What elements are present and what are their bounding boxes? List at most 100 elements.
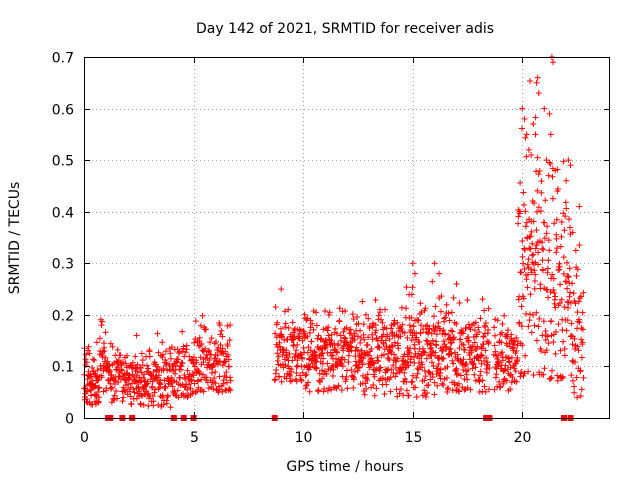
data-point [481, 383, 488, 390]
data-point [447, 340, 454, 347]
data-point [477, 372, 484, 379]
data-point [482, 388, 489, 395]
data-point [108, 371, 115, 378]
data-point [320, 326, 327, 333]
data-point [361, 391, 368, 398]
data-point [181, 371, 188, 378]
data-point [527, 245, 534, 252]
data-point [342, 335, 349, 342]
data-point [379, 319, 386, 326]
data-point [189, 390, 196, 397]
data-point [440, 327, 447, 334]
data-point [525, 256, 532, 263]
data-point [566, 280, 573, 287]
data-point [96, 384, 103, 391]
data-point [102, 329, 109, 336]
data-point [278, 286, 285, 293]
data-point [540, 371, 547, 378]
data-point [420, 349, 427, 356]
data-point [449, 357, 456, 364]
data-point [296, 326, 303, 333]
data-point [364, 377, 371, 384]
data-point [433, 331, 440, 338]
data-point [113, 366, 120, 373]
data-point [571, 389, 578, 396]
data-point [520, 372, 527, 379]
data-point [531, 277, 538, 284]
data-point [361, 336, 368, 343]
data-point [227, 374, 234, 381]
data-point [464, 376, 471, 383]
data-point [560, 254, 567, 261]
data-point [567, 289, 574, 296]
data-point [198, 340, 205, 347]
data-point [273, 366, 280, 373]
data-point [513, 378, 520, 385]
data-point [508, 337, 515, 344]
data-point [118, 367, 125, 374]
data-point [137, 379, 144, 386]
data-point [474, 343, 481, 350]
data-point [137, 400, 144, 407]
data-point [138, 350, 145, 357]
data-point [504, 333, 511, 340]
data-point [568, 372, 575, 379]
data-point [499, 349, 506, 356]
data-point [306, 388, 313, 395]
data-point [359, 298, 366, 305]
data-point [222, 358, 229, 365]
data-point [279, 351, 286, 358]
data-point [406, 322, 413, 329]
data-point [465, 337, 472, 344]
data-point [519, 238, 526, 245]
data-point [461, 386, 468, 393]
data-point [457, 372, 464, 379]
data-point [193, 359, 200, 366]
data-point [177, 363, 184, 370]
data-point [480, 333, 487, 340]
data-point [529, 240, 536, 247]
data-point [389, 343, 396, 350]
data-point [316, 370, 323, 377]
data-point [210, 360, 217, 367]
data-point [112, 388, 119, 395]
data-point [553, 216, 560, 223]
data-point [478, 351, 485, 358]
data-point [423, 355, 430, 362]
data-point [409, 378, 416, 385]
data-point [146, 353, 153, 360]
data-point [444, 363, 451, 370]
data-point [325, 324, 332, 331]
data-point [288, 366, 295, 373]
data-point [122, 360, 129, 367]
data-point [513, 334, 520, 341]
data-point [378, 316, 385, 323]
data-point [355, 320, 362, 327]
data-point [555, 321, 562, 328]
data-point [350, 374, 357, 381]
data-point [183, 342, 190, 349]
data-point [312, 358, 319, 365]
data-point [391, 339, 398, 346]
data-point [492, 348, 499, 355]
data-point [303, 382, 310, 389]
data-point [151, 389, 158, 396]
data-point [94, 377, 101, 384]
data-point [108, 384, 115, 391]
data-point [130, 386, 137, 393]
data-point [348, 347, 355, 354]
data-point [520, 295, 527, 302]
data-point [302, 382, 309, 389]
data-point [514, 354, 521, 361]
data-point [210, 386, 217, 393]
data-point [429, 337, 436, 344]
data-point [482, 324, 489, 331]
data-point [87, 387, 94, 394]
data-point [125, 381, 132, 388]
data-point [421, 377, 428, 384]
data-point [464, 297, 471, 304]
data-point [208, 335, 215, 342]
data-point [373, 385, 380, 392]
data-point [456, 300, 463, 307]
data-point [549, 367, 556, 374]
